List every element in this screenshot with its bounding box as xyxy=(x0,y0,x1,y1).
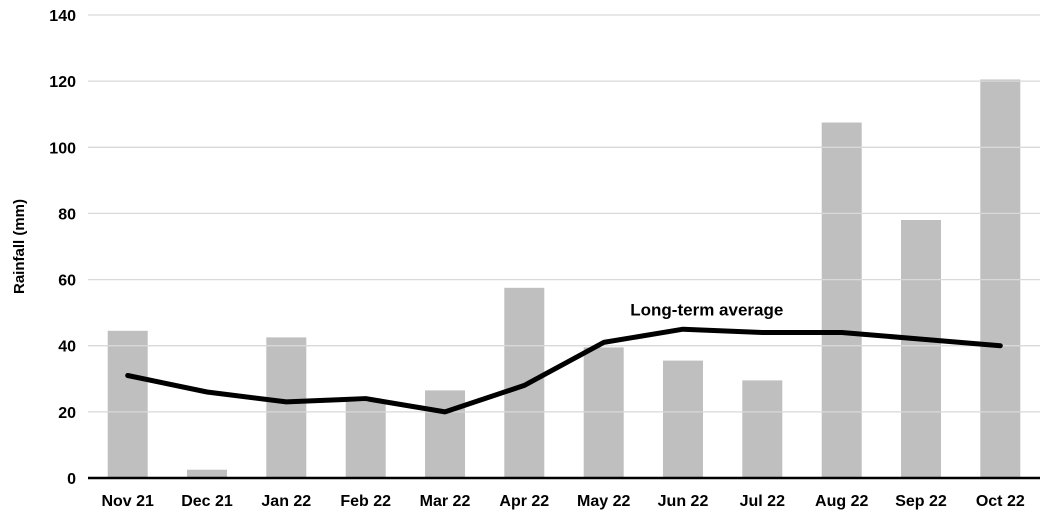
bar-oct-22 xyxy=(980,79,1021,478)
x-tick-label-may-22: May 22 xyxy=(577,493,630,510)
bar-aug-22 xyxy=(821,122,862,478)
y-tick-label-80: 80 xyxy=(58,206,76,223)
x-tick-label-nov-21: Nov 21 xyxy=(101,493,154,510)
x-tick-label-jul-22: Jul 22 xyxy=(740,493,785,510)
y-tick-label-60: 60 xyxy=(58,273,76,290)
y-tick-label-120: 120 xyxy=(49,74,76,91)
long-term-average-line xyxy=(125,326,1003,415)
line-annotation-label: Long-term average xyxy=(630,300,783,319)
x-tick-label-apr-22: Apr 22 xyxy=(499,493,549,510)
x-tick-label-mar-22: Mar 22 xyxy=(420,493,471,510)
y-axis-title: Rainfall (mm) xyxy=(11,199,28,294)
bar-sep-22 xyxy=(901,220,941,478)
x-tick-label-sep-22: Sep 22 xyxy=(895,493,947,510)
bar-may-22 xyxy=(583,347,624,478)
x-tick-label-dec-21: Dec 21 xyxy=(181,493,233,510)
x-tick-label-jan-22: Jan 22 xyxy=(261,493,311,510)
x-tick-label-aug-22: Aug 22 xyxy=(815,493,868,510)
y-tick-label-0: 0 xyxy=(67,471,76,488)
y-tick-label-40: 40 xyxy=(58,339,76,356)
y-tick-label-140: 140 xyxy=(49,8,76,25)
bar-jan-22 xyxy=(266,337,307,478)
bar-dec-21 xyxy=(187,469,227,478)
bar-jul-22 xyxy=(742,380,783,478)
bar-nov-21 xyxy=(107,330,148,478)
bar-jun-22 xyxy=(663,360,703,478)
bar-mar-22 xyxy=(425,390,465,478)
y-tick-label-20: 20 xyxy=(58,405,76,422)
y-tick-label-100: 100 xyxy=(49,140,76,157)
x-tick-label-jun-22: Jun 22 xyxy=(658,493,709,510)
bar-feb-22 xyxy=(345,401,386,478)
x-tick-label-feb-22: Feb 22 xyxy=(340,493,391,510)
x-tick-label-oct-22: Oct 22 xyxy=(976,493,1025,510)
